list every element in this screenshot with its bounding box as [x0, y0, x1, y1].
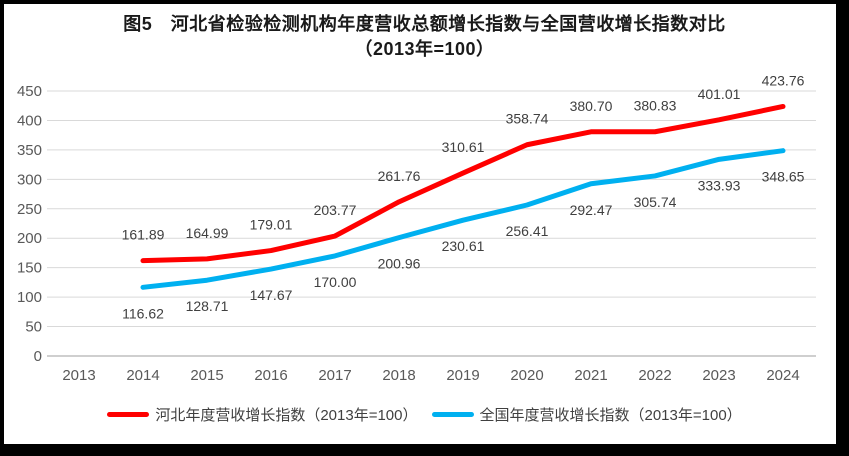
x-tick-label: 2013 — [62, 367, 95, 384]
data-label: 230.61 — [442, 238, 485, 254]
x-tick-label: 2019 — [446, 367, 479, 384]
data-label: 256.41 — [506, 223, 549, 239]
legend-item-hebei: 河北年度营收增长指数（2013年=100） — [107, 404, 418, 425]
x-tick-label: 2018 — [382, 367, 415, 384]
frame-border-bottom — [0, 444, 849, 456]
data-label: 333.93 — [698, 177, 741, 193]
x-tick-label: 2021 — [574, 367, 607, 384]
data-label: 170.00 — [314, 274, 357, 290]
y-tick-label: 200 — [17, 230, 42, 247]
y-tick-label: 450 — [17, 83, 42, 100]
x-tick-label: 2015 — [190, 367, 223, 384]
frame-border-top — [0, 0, 849, 4]
data-label: 380.83 — [634, 98, 677, 114]
chart-legend: 河北年度营收增长指数（2013年=100） 全国年度营收增长指数（2013年=1… — [0, 404, 849, 425]
legend-item-national: 全国年度营收增长指数（2013年=100） — [431, 404, 742, 425]
data-label: 200.96 — [378, 256, 421, 272]
chart-title: 图5 河北省检验检测机构年度营收总额增长指数与全国营收增长指数对比 （2013年… — [0, 12, 849, 62]
x-tick-label: 2024 — [766, 367, 799, 384]
x-tick-label: 2014 — [126, 367, 159, 384]
legend-label-national: 全国年度营收增长指数（2013年=100） — [479, 407, 742, 424]
data-label: 310.61 — [442, 139, 485, 155]
data-label: 401.01 — [698, 86, 741, 102]
x-tick-label: 2016 — [254, 367, 287, 384]
chart-title-line2: （2013年=100） — [354, 39, 495, 59]
series-line-0 — [140, 103, 786, 264]
frame-border-right — [836, 0, 849, 456]
x-tick-label: 2017 — [318, 367, 351, 384]
legend-label-hebei: 河北年度营收增长指数（2013年=100） — [155, 407, 418, 424]
legend-swatch-national — [431, 412, 474, 417]
data-label: 423.76 — [762, 72, 805, 88]
data-label: 305.74 — [634, 194, 677, 210]
y-tick-label: 250 — [17, 201, 42, 218]
data-label: 261.76 — [378, 168, 421, 184]
x-tick-label: 2022 — [638, 367, 671, 384]
legend-swatch-hebei — [107, 412, 150, 417]
y-tick-label: 300 — [17, 171, 42, 188]
series-line-1 — [140, 148, 786, 290]
y-tick-label: 0 — [34, 348, 42, 365]
data-label: 203.77 — [314, 202, 357, 218]
y-tick-label: 150 — [17, 260, 42, 277]
y-tick-label: 50 — [25, 319, 42, 336]
data-label: 164.99 — [186, 225, 229, 241]
chart-title-line1: 图5 河北省检验检测机构年度营收总额增长指数与全国营收增长指数对比 — [123, 14, 726, 34]
data-label: 348.65 — [762, 169, 805, 185]
data-label: 358.74 — [506, 111, 549, 127]
data-label: 147.67 — [250, 287, 293, 303]
data-label: 380.70 — [570, 98, 613, 114]
data-label: 179.01 — [250, 217, 293, 233]
data-label: 128.71 — [186, 298, 229, 314]
x-tick-label: 2023 — [702, 367, 735, 384]
data-label: 292.47 — [570, 202, 613, 218]
y-tick-label: 400 — [17, 112, 42, 129]
data-label: 116.62 — [122, 305, 164, 321]
y-tick-label: 350 — [17, 142, 42, 159]
y-tick-label: 100 — [17, 289, 42, 306]
data-label: 161.89 — [122, 227, 165, 243]
x-tick-label: 2020 — [510, 367, 543, 384]
frame-border-left — [0, 0, 4, 456]
